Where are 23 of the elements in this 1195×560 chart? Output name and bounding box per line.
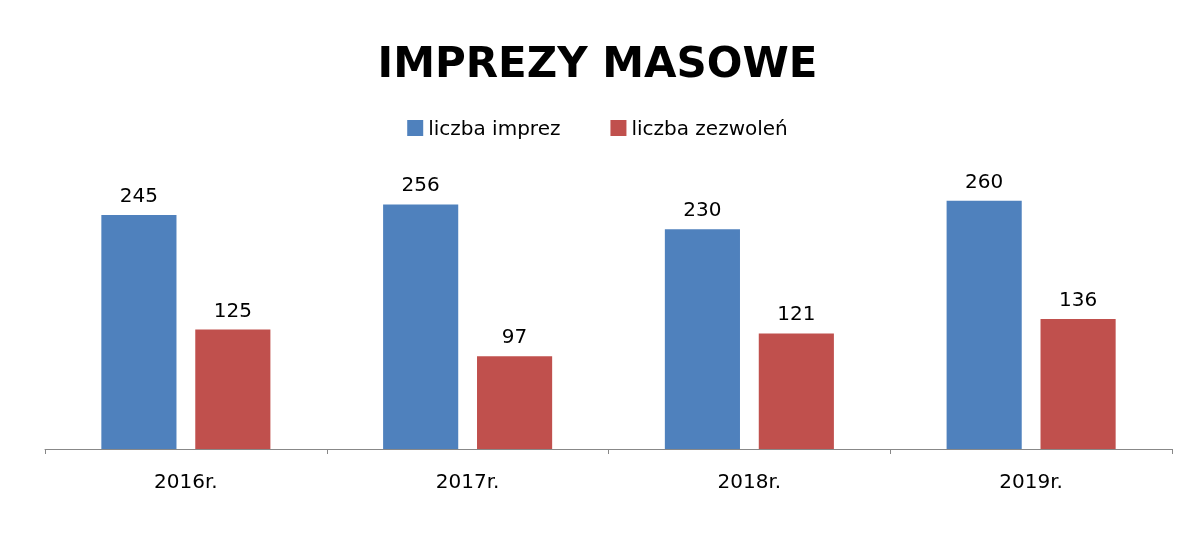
x-tick-label: 2018r. — [717, 469, 782, 493]
data-label: 121 — [777, 301, 816, 326]
bar — [477, 356, 553, 449]
x-tick-label: 2016r. — [154, 469, 218, 493]
bar — [383, 204, 459, 449]
data-label: 256 — [401, 172, 440, 197]
bar — [195, 329, 271, 449]
data-label: 97 — [501, 324, 528, 349]
bar — [101, 214, 177, 449]
legend-label: liczba zezwoleń — [631, 116, 788, 140]
data-label: 230 — [683, 197, 722, 222]
x-tick-label: 2019r. — [999, 469, 1063, 493]
data-label: 245 — [119, 182, 159, 207]
data-label: 260 — [965, 168, 1004, 193]
legend-label: liczba imprez — [428, 116, 561, 140]
bar — [664, 229, 740, 449]
data-label: 136 — [1058, 287, 1098, 312]
x-tick-label: 2017r. — [435, 469, 500, 493]
bar — [946, 200, 1022, 449]
data-label: 125 — [213, 297, 252, 322]
bar — [1040, 319, 1116, 449]
bar — [758, 333, 834, 449]
chart-title: IMPREZY MASOWE — [377, 37, 818, 87]
